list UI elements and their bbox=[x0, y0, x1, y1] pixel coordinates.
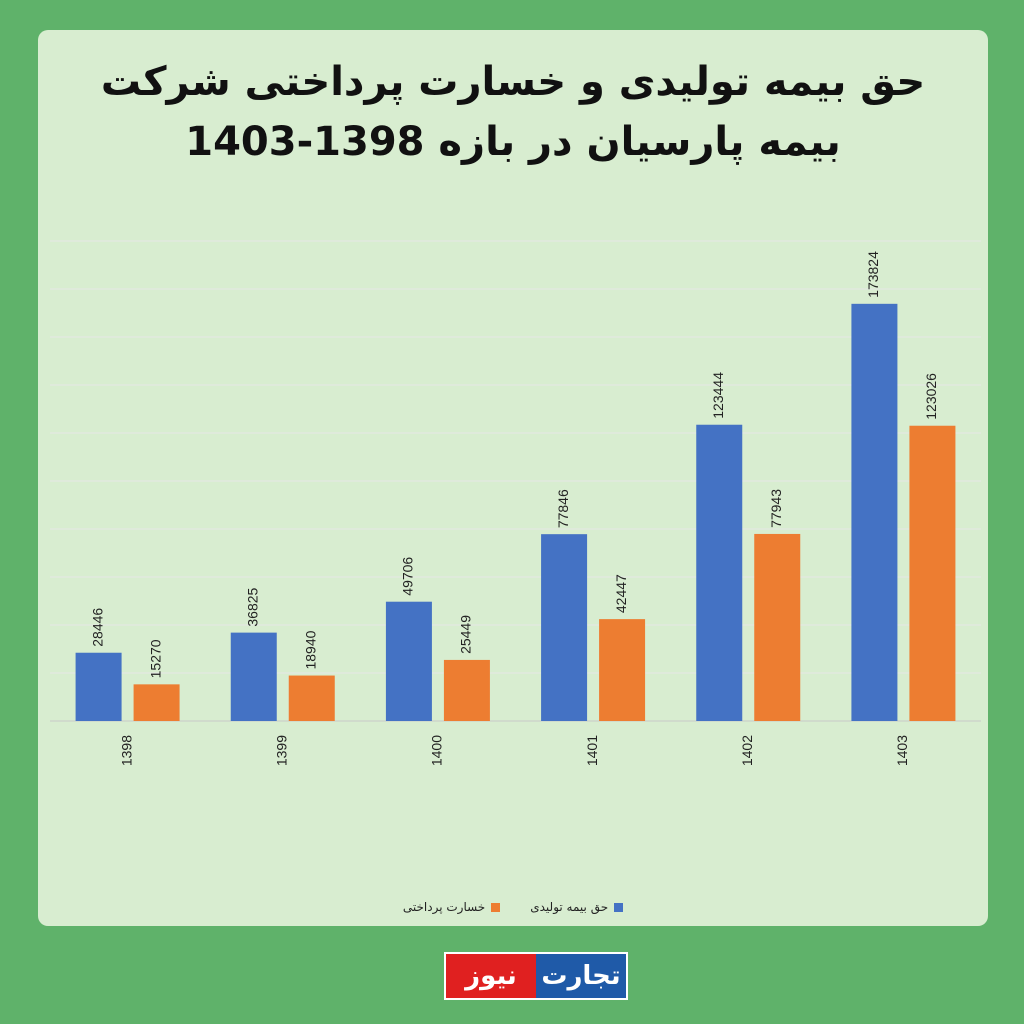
bar-chart: 28446 15270 1398 36825 18940 1399 49706 25449 14… bbox=[50, 240, 981, 766]
bar-claims bbox=[754, 533, 801, 721]
bar-claims bbox=[133, 684, 180, 721]
bar-premium bbox=[851, 303, 898, 721]
data-label-claims: 77943 bbox=[768, 489, 784, 528]
bar-premium bbox=[385, 601, 432, 721]
data-label-claims: 42447 bbox=[613, 574, 629, 613]
brand-logo-blue: تجارت bbox=[536, 954, 626, 998]
bar-premium bbox=[541, 534, 588, 721]
bar-claims bbox=[288, 675, 335, 721]
legend-item-claims: خسارت پرداختی bbox=[402, 900, 501, 914]
x-tick-label: 1398 bbox=[118, 735, 134, 766]
data-label-claims: 123026 bbox=[923, 373, 939, 420]
brand-logo: نیوز تجارت bbox=[444, 952, 628, 1000]
legend-item-premium: حق بیمه تولیدی bbox=[530, 900, 624, 914]
legend: حق بیمه تولیدی خسارت پرداختی bbox=[38, 897, 988, 917]
chart-card: حق بیمه تولیدی و خسارت پرداختی شرکت بیمه… bbox=[38, 30, 988, 926]
data-label-claims: 18940 bbox=[302, 630, 318, 669]
x-tick-label: 1403 bbox=[894, 735, 910, 766]
bar-claims bbox=[909, 425, 956, 721]
data-label-premium: 49706 bbox=[400, 557, 416, 596]
chart-title-line-1: حق بیمه تولیدی و خسارت پرداختی شرکت bbox=[100, 59, 926, 105]
x-tick-label: 1399 bbox=[273, 735, 289, 766]
legend-swatch-claims bbox=[491, 902, 501, 912]
bar-premium bbox=[230, 632, 277, 721]
x-tick-label: 1402 bbox=[739, 735, 755, 766]
legend-label-premium: حق بیمه تولیدی bbox=[530, 900, 609, 914]
x-tick-label: 1400 bbox=[429, 735, 445, 766]
bar-premium bbox=[696, 424, 743, 721]
bar-claims bbox=[599, 619, 646, 721]
brand-logo-red: نیوز bbox=[446, 954, 536, 998]
bar-premium bbox=[75, 652, 122, 721]
x-tick-label: 1401 bbox=[584, 735, 600, 766]
data-label-premium: 173824 bbox=[865, 251, 881, 298]
data-label-premium: 28446 bbox=[89, 608, 105, 647]
legend-label-claims: خسارت پرداختی bbox=[402, 900, 486, 914]
chart-title-line-2: بیمه پارسیان در بازه 1398-1403 bbox=[185, 119, 841, 165]
data-label-premium: 77846 bbox=[555, 489, 571, 528]
legend-swatch-premium bbox=[614, 902, 624, 912]
data-label-premium: 36825 bbox=[244, 587, 260, 626]
data-label-premium: 123444 bbox=[710, 372, 726, 419]
chart-title: حق بیمه تولیدی و خسارت پرداختی شرکت بیمه… bbox=[38, 52, 988, 172]
bar-claims bbox=[443, 659, 490, 721]
data-label-claims: 15270 bbox=[147, 639, 163, 678]
data-label-claims: 25449 bbox=[458, 615, 474, 654]
